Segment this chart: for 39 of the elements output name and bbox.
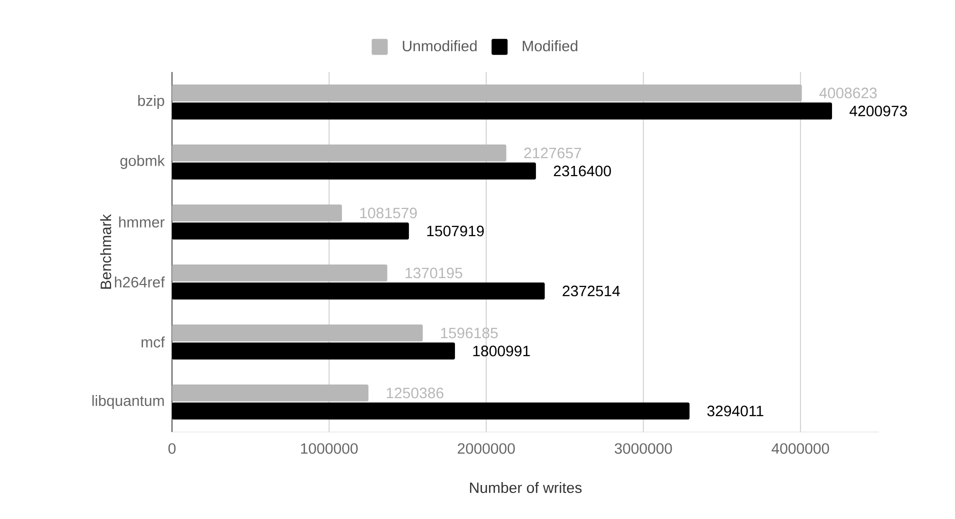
data-label: 2372514 <box>562 286 620 296</box>
bar <box>172 324 423 342</box>
bar <box>172 384 368 402</box>
y-tick-label: h264ref <box>114 276 165 288</box>
bar <box>172 282 545 300</box>
x-tick-label: 2000000 <box>458 443 515 454</box>
legend-label: Modified <box>522 40 578 52</box>
data-label: 1507919 <box>427 226 484 236</box>
data-label: 1596185 <box>441 328 498 338</box>
bar <box>172 222 409 240</box>
bar <box>172 84 802 102</box>
x-tick-label: 3000000 <box>614 443 672 454</box>
data-label: 3294011 <box>707 406 764 416</box>
data-label: 1800991 <box>473 346 530 356</box>
data-label: 1370195 <box>406 268 462 278</box>
data-label: 2316400 <box>554 166 611 176</box>
bar <box>172 162 536 180</box>
y-tick-label: bzip <box>138 95 164 109</box>
y-tick-label: mcf <box>142 336 165 348</box>
y-tick-label: gobmk <box>120 155 165 169</box>
y-tick-label: hmmer <box>119 216 165 228</box>
bar <box>172 264 388 282</box>
y-tick-label: libquantum <box>92 395 164 409</box>
x-tick-label: 0 <box>168 443 176 454</box>
x-tick-label: 1000000 <box>301 443 358 454</box>
bar <box>172 342 455 360</box>
y-axis-title: Benchmark <box>100 214 112 289</box>
bar <box>172 144 506 162</box>
data-label: 4008623 <box>819 88 877 98</box>
legend-label: Unmodified <box>402 40 477 52</box>
x-tick-label: 4000000 <box>772 443 830 454</box>
bar <box>172 402 690 420</box>
bar <box>172 102 832 120</box>
x-axis-title: Number of writes <box>470 482 582 494</box>
bar <box>172 204 342 222</box>
data-label: 4200973 <box>850 106 907 116</box>
data-label: 1081579 <box>360 208 417 218</box>
data-label: 1250386 <box>386 388 444 398</box>
data-label: 2127657 <box>524 148 582 158</box>
